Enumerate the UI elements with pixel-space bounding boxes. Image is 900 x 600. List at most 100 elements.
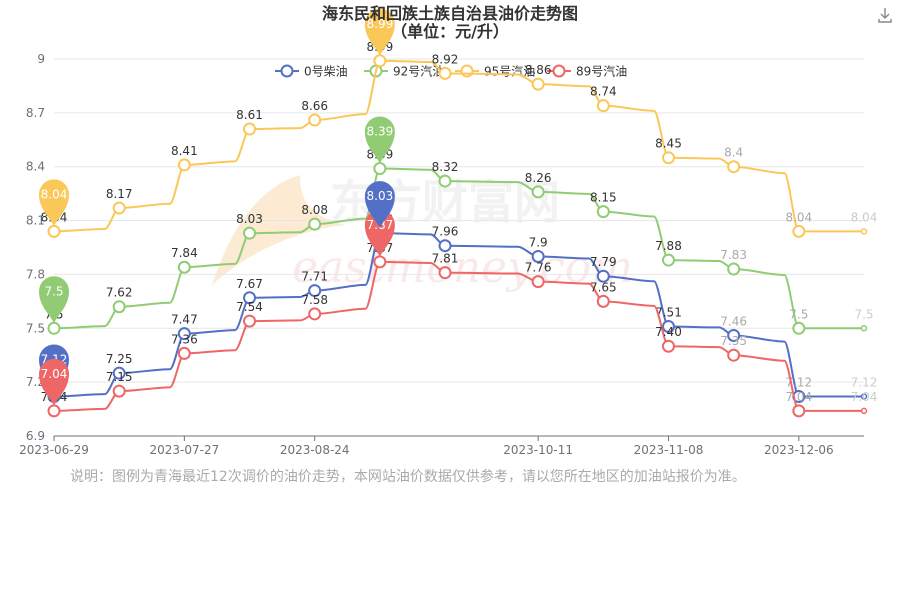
data-label: 8.92	[432, 52, 459, 66]
legend-item[interactable]: 0号柴油	[275, 64, 348, 79]
x-tick-label: 2023-10-11	[503, 443, 573, 457]
data-label: 8.41	[171, 144, 198, 158]
data-point	[531, 77, 545, 91]
data-label: 7.46	[720, 314, 747, 328]
chart-note: 说明：图例为青海最近12次调价的油价走势，本网站油价数据仅供参考，请以您所在地区…	[70, 469, 746, 485]
data-label-end: 7.12	[851, 376, 878, 390]
marker-pin-label: 8.04	[41, 187, 68, 201]
y-tick-label: 8.7	[26, 106, 45, 120]
data-label: 8.03	[236, 212, 263, 226]
y-tick-label: 9	[37, 52, 45, 66]
y-tick-label: 6.9	[26, 429, 45, 443]
data-point	[596, 99, 610, 113]
data-label: 8.17	[106, 187, 133, 201]
data-point	[47, 224, 61, 238]
data-label: 8.45	[655, 137, 682, 151]
data-label: 7.35	[720, 334, 747, 348]
data-label-end: 8.04	[851, 210, 878, 224]
marker-pin: 7.04	[39, 358, 69, 406]
data-label: 8.61	[236, 108, 263, 122]
data-point	[438, 266, 452, 280]
data-label: 8.08	[301, 203, 328, 217]
y-tick-label: 8.4	[26, 160, 45, 174]
marker-pin-label: 8.03	[367, 189, 394, 203]
marker-pin: 8.39	[364, 116, 395, 164]
data-point	[727, 160, 741, 174]
data-label-end: 7.04	[851, 390, 878, 404]
data-label: 7.84	[171, 246, 198, 260]
data-label: 7.58	[301, 293, 328, 307]
data-label: 8.04	[785, 210, 812, 224]
marker-pin-label: 8.99	[367, 17, 394, 31]
data-label: 7.79	[590, 255, 617, 269]
data-point	[792, 404, 806, 418]
x-tick-label: 2023-08-24	[280, 443, 350, 457]
data-label: 7.25	[106, 352, 133, 366]
data-point	[596, 269, 610, 283]
download-icon[interactable]	[876, 6, 894, 24]
data-point	[727, 262, 741, 276]
data-point	[727, 348, 741, 362]
data-point	[308, 284, 322, 298]
marker-pin-label: 7.5	[44, 284, 63, 298]
data-label: 7.71	[301, 270, 328, 284]
data-point	[47, 404, 61, 418]
data-point	[792, 321, 806, 335]
legend-item[interactable]: 89号汽油	[547, 64, 627, 79]
data-point	[243, 226, 257, 240]
legend-label: 0号柴油	[304, 65, 348, 79]
legend-label: 89号汽油	[576, 64, 627, 79]
data-label: 8.4	[724, 146, 743, 160]
marker-pin: 7.87	[364, 209, 395, 257]
data-label: 7.04	[785, 390, 812, 404]
data-label: 7.96	[432, 225, 459, 239]
data-label: 7.83	[720, 248, 747, 262]
data-point	[112, 366, 126, 380]
data-point	[177, 260, 191, 274]
data-point	[792, 224, 806, 238]
data-point	[112, 201, 126, 215]
legend-symbol	[552, 64, 566, 78]
series-95号汽油: 8.048.178.418.618.668.998.928.868.748.45…	[41, 40, 878, 238]
data-point-end	[860, 228, 868, 235]
data-label: 7.67	[236, 277, 263, 291]
data-point	[438, 239, 452, 253]
marker-pin: 8.03	[364, 181, 395, 229]
series-89号汽油: 7.047.157.367.547.587.877.817.767.657.40…	[41, 241, 878, 418]
y-tick-label: 8.1	[26, 214, 45, 228]
data-label: 7.15	[106, 370, 133, 384]
data-point-end	[860, 407, 868, 415]
watermark-text-en: eastmoney.com	[292, 242, 633, 293]
data-point	[596, 205, 610, 219]
data-label: 7.40	[655, 325, 682, 339]
data-point	[596, 294, 610, 308]
marker-pin: 8.04	[39, 179, 69, 227]
data-label: 7.62	[106, 286, 133, 300]
data-point	[308, 307, 322, 321]
chart-subtitle: （单位：元/升）	[391, 22, 509, 41]
data-label: 8.66	[301, 99, 328, 113]
data-label-end: 7.5	[854, 307, 873, 321]
marker-pin-shape	[364, 181, 395, 229]
series-0号柴油: 7.12 7.25 7.47 7.67 7.71 8.03 7.96 7.9 7.79 7.51 7…	[41, 212, 878, 404]
data-label: 8.26	[525, 171, 552, 185]
legend-symbol	[280, 64, 294, 78]
data-label: 8.74	[590, 85, 617, 99]
data-point	[661, 253, 675, 267]
data-label: 7.47	[171, 313, 198, 327]
data-point	[308, 217, 322, 231]
marker-pin: 7.5	[39, 276, 69, 324]
marker-pin-shape	[39, 179, 69, 227]
marker-pin: 8.99	[364, 8, 395, 56]
data-label: 7.36	[171, 332, 198, 346]
data-label: 7.65	[590, 280, 617, 294]
marker-pin-label: 7.04	[41, 367, 68, 381]
data-point	[531, 185, 545, 199]
data-point	[112, 300, 126, 314]
data-point-end	[860, 325, 868, 332]
data-point	[661, 319, 675, 333]
watermark-logo	[212, 175, 345, 285]
data-label: 7.88	[655, 239, 682, 253]
data-point	[373, 54, 387, 68]
